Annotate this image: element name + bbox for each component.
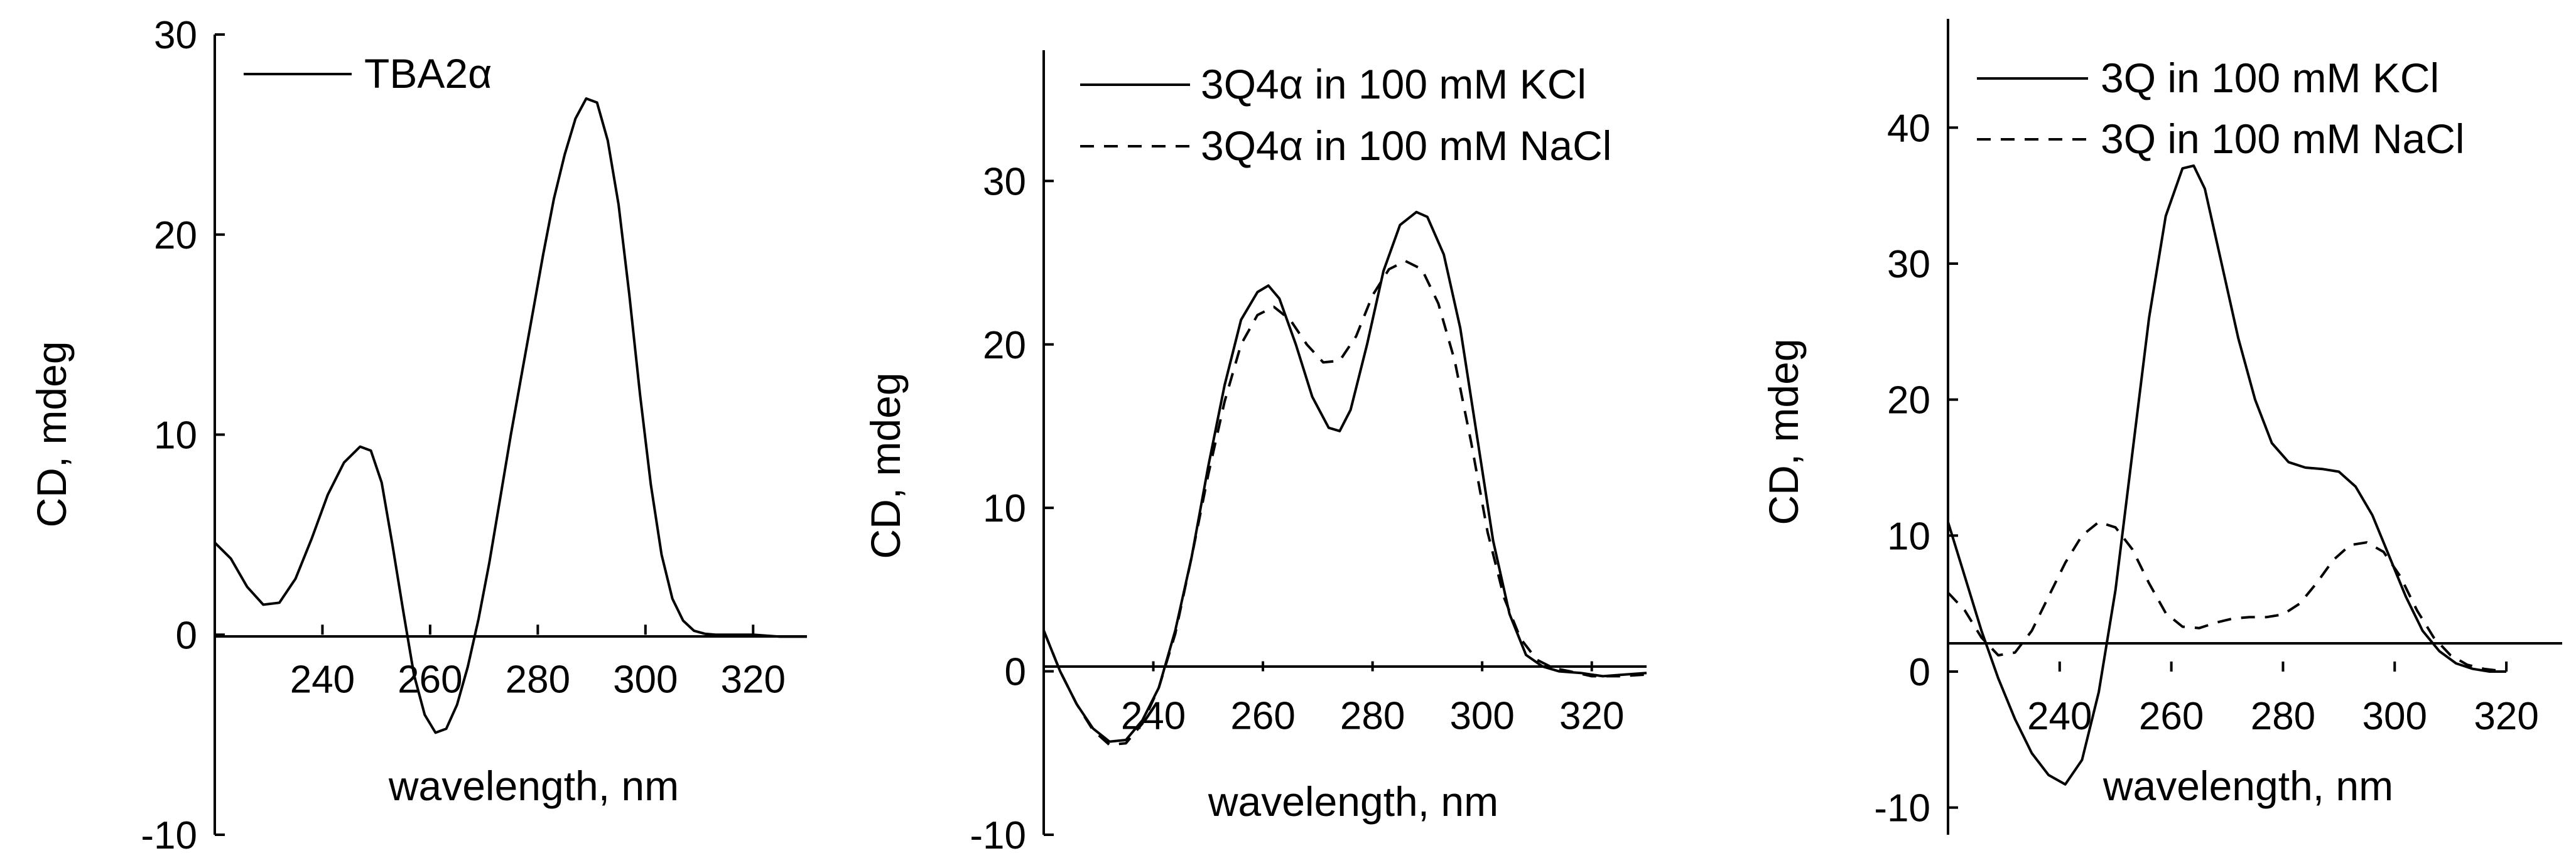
x-tick-label: 300 (1449, 695, 1514, 738)
y-tick-label: 20 (1887, 379, 1930, 422)
legend-label: 3Q in 100 mM NaCl (2101, 115, 2465, 162)
legend-label: 3Q in 100 mM KCl (2101, 55, 2439, 101)
y-tick-label: -10 (1874, 787, 1930, 830)
legend-label: 3Q4α in 100 mM KCl (1201, 61, 1586, 107)
y-tick-label: 20 (154, 214, 197, 257)
x-tick-label: 260 (1230, 695, 1295, 738)
series-layer (214, 97, 807, 734)
y-tick-label: 20 (983, 324, 1026, 367)
x-tick-label: 320 (1559, 695, 1624, 738)
legend: 3Q4α in 100 mM KCl 3Q4α in 100 mM NaCl (1080, 61, 1611, 169)
x-axis-label: wavelength, nm (388, 763, 679, 809)
y-axis-ticks: -10 0 10 20 30 (141, 14, 225, 857)
y-tick-label: 10 (154, 414, 197, 458)
x-tick-label: 320 (2474, 695, 2538, 738)
series-line-dashed (1947, 520, 2507, 673)
y-axis-label: CD, mdeg (28, 341, 75, 527)
x-tick-label: 280 (506, 658, 570, 701)
x-tick-label: 280 (1340, 695, 1405, 738)
y-tick-label: 30 (1887, 243, 1930, 286)
x-axis-ticks: 240 260 280 300 320 (290, 624, 786, 701)
y-tick-label: 40 (1887, 107, 1930, 150)
y-tick-label: 10 (983, 487, 1026, 530)
y-tick-label: 0 (1005, 651, 1026, 694)
y-tick-label: 0 (176, 614, 197, 657)
y-axis-ticks: -10 0 10 20 30 (970, 160, 1054, 857)
x-tick-label: 240 (2027, 695, 2092, 738)
x-tick-label: 260 (2139, 695, 2204, 738)
x-tick-label: 280 (2251, 695, 2315, 738)
chart-panel-tba2a: -10 0 10 20 30 240 260 280 300 320 CD, mdeg wave… (28, 14, 807, 857)
x-tick-label: 320 (721, 658, 786, 701)
series-layer (1042, 210, 1647, 746)
y-tick-label: 0 (1909, 651, 1930, 694)
y-axis-label: CD, mdeg (862, 372, 909, 559)
legend-label: 3Q4α in 100 mM NaCl (1201, 122, 1611, 169)
series-line-solid (1947, 164, 2507, 786)
legend: 3Q in 100 mM KCl 3Q in 100 mM NaCl (1977, 55, 2465, 162)
x-tick-label: 240 (290, 658, 355, 701)
y-axis-ticks: -10 0 10 20 30 40 (1874, 107, 1958, 830)
series-line-solid (1042, 210, 1647, 743)
y-axis-label: CD, mdeg (1760, 338, 1807, 525)
x-axis-ticks: 240 260 280 300 320 (1121, 661, 1624, 738)
legend: TBA2α (244, 50, 492, 97)
y-tick-label: 30 (983, 160, 1026, 203)
x-tick-label: 260 (398, 658, 462, 701)
legend-label: TBA2α (364, 50, 492, 97)
series-line-dashed (1042, 259, 1647, 746)
x-tick-label: 300 (2362, 695, 2427, 738)
x-axis-ticks: 240 260 280 300 320 (2027, 662, 2539, 738)
chart-panel-3q: -10 0 10 20 30 40 240 260 280 300 320 CD, mdeg wa… (1760, 19, 2562, 835)
x-axis-label: wavelength, nm (1208, 778, 1498, 825)
y-tick-label: 10 (1887, 515, 1930, 558)
y-tick-label: 30 (154, 14, 197, 57)
x-tick-label: 300 (613, 658, 678, 701)
y-tick-label: -10 (970, 814, 1026, 857)
series-layer (1947, 164, 2507, 786)
series-line-solid (214, 97, 807, 734)
y-tick-label: -10 (141, 814, 197, 857)
x-axis-label: wavelength, nm (2102, 763, 2393, 809)
